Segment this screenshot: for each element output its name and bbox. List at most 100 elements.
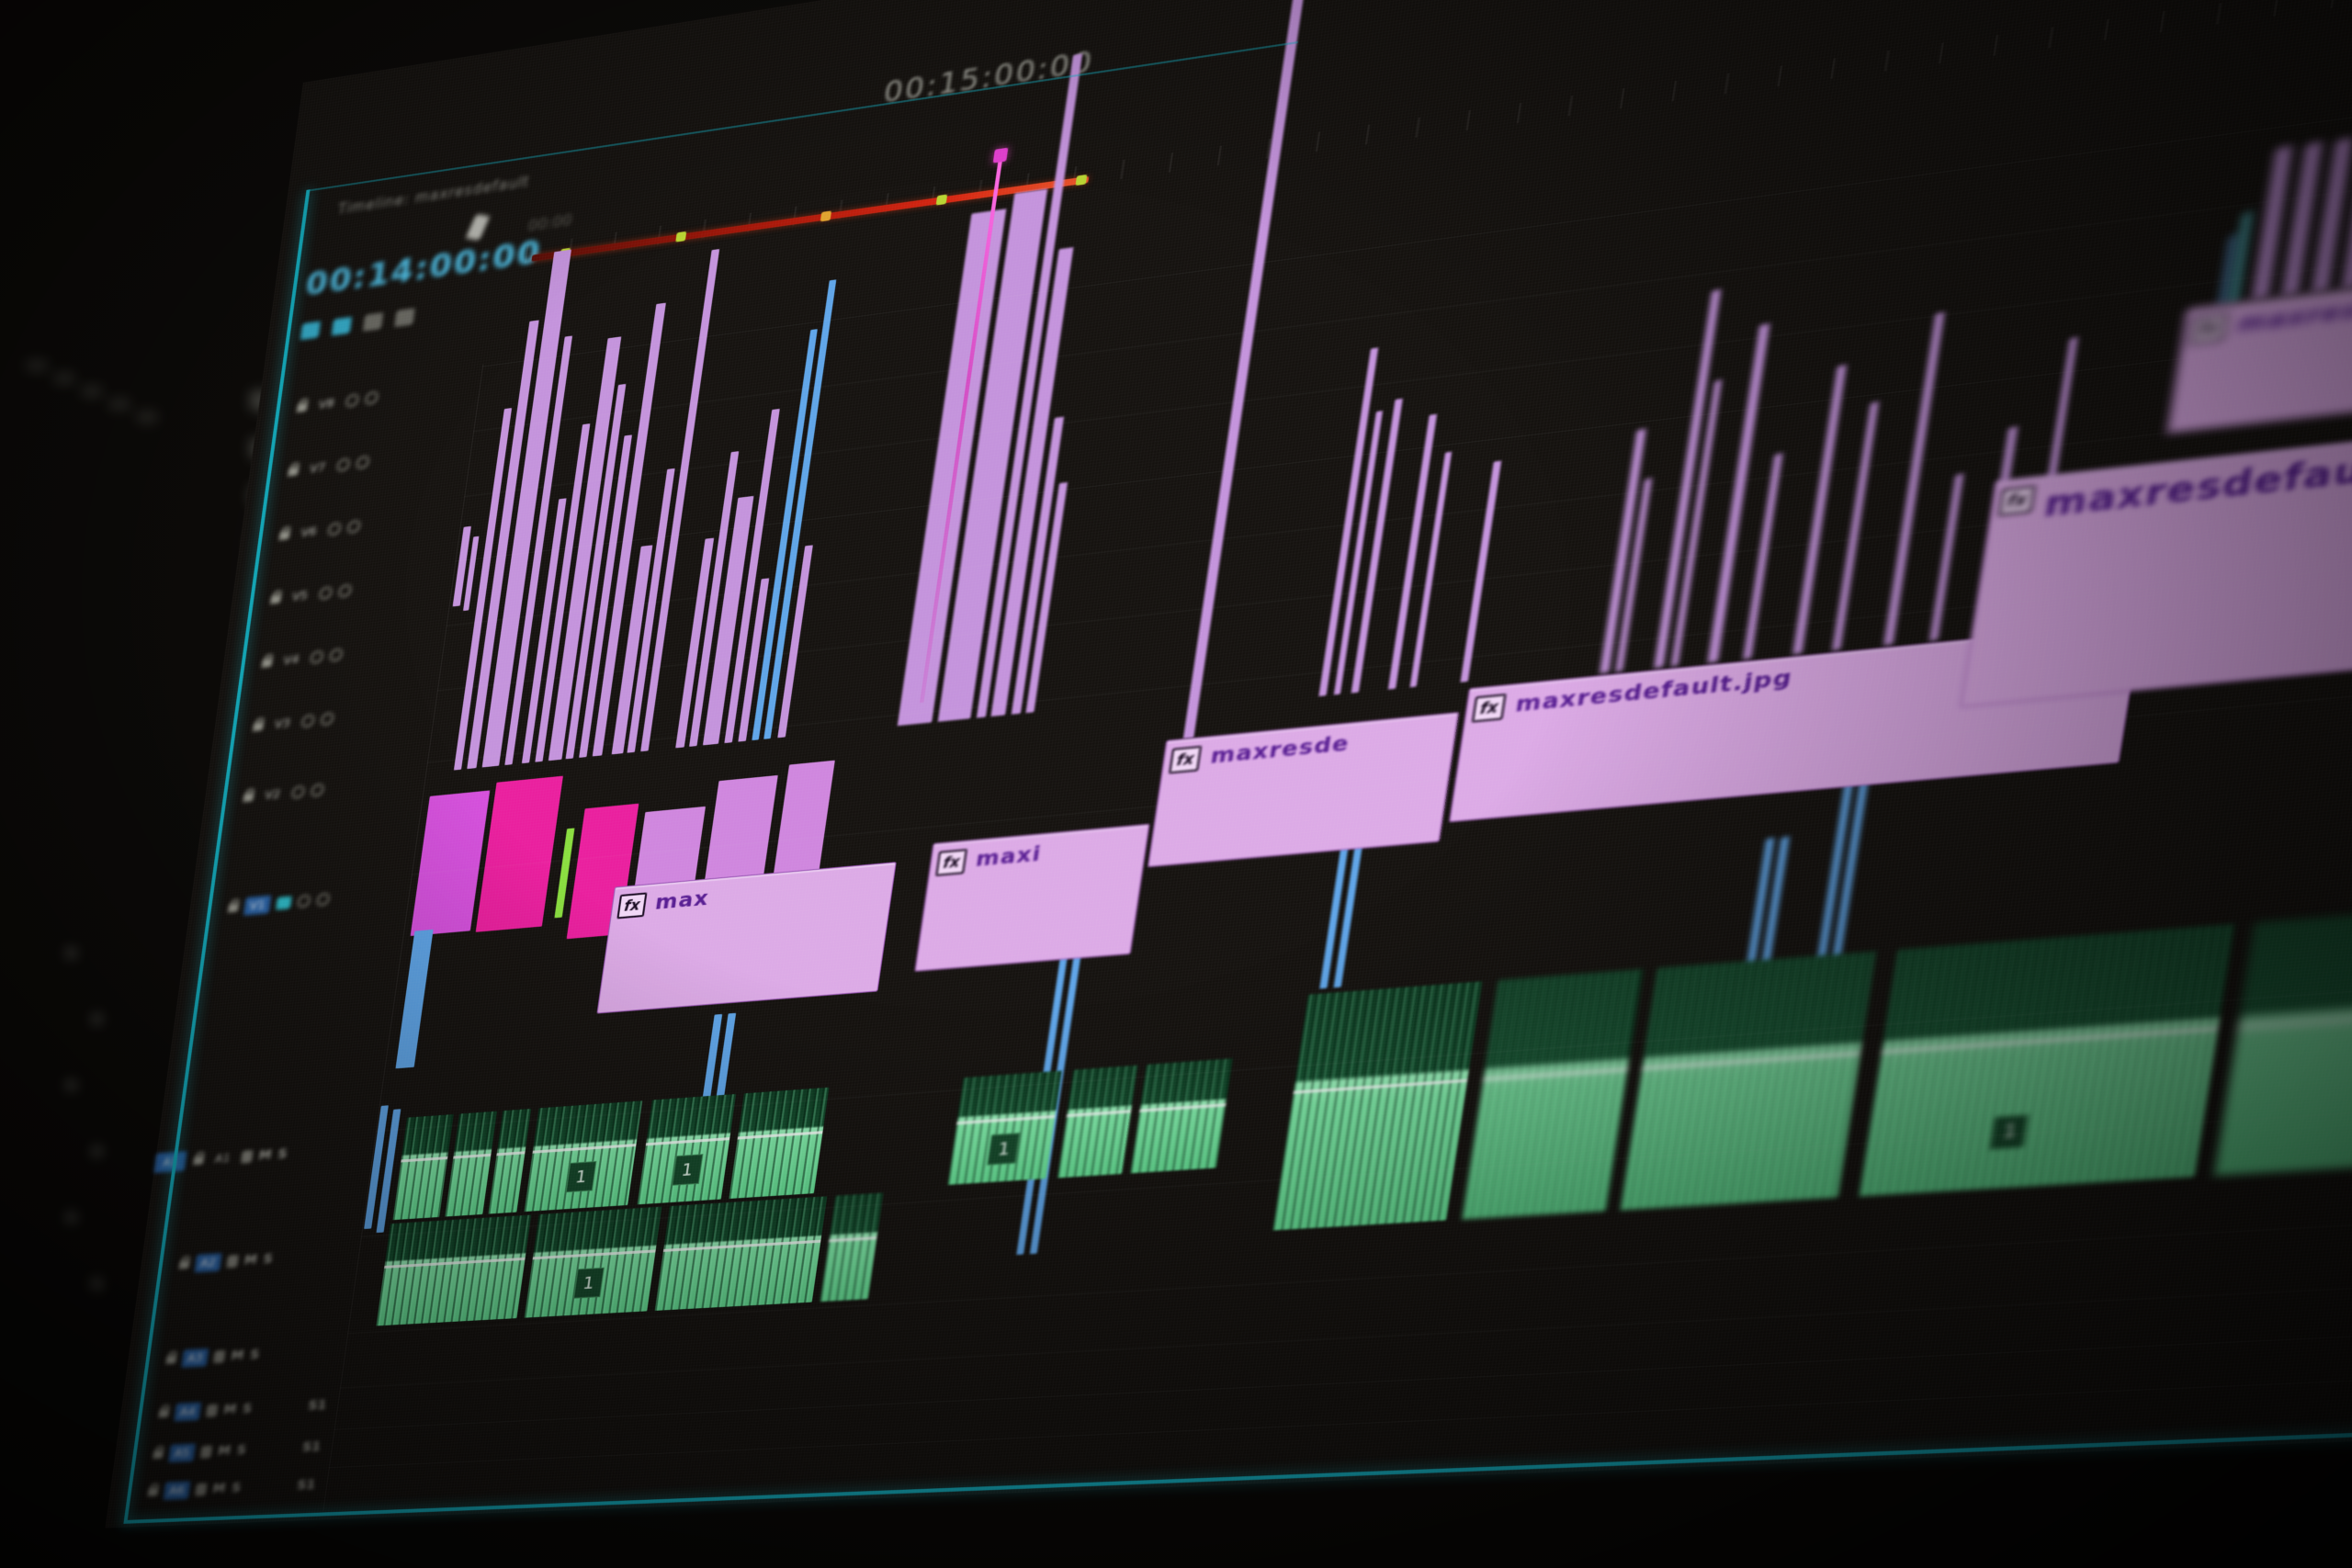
sync-lock-icon[interactable]	[240, 1150, 254, 1164]
fx-badge[interactable]: fx	[1997, 485, 2036, 516]
source-patch-badge[interactable]: A1	[153, 1151, 187, 1173]
snap-icon[interactable]	[300, 321, 322, 341]
video-clip-labeled[interactable]: fx maxresde	[1148, 712, 1460, 868]
track-name-badge[interactable]: V6	[300, 524, 318, 540]
video-clip[interactable]	[1460, 460, 1502, 682]
video-clip-labeled[interactable]: fx max	[596, 862, 897, 1014]
track-sync-toggle-icon[interactable]	[310, 783, 325, 797]
video-clip[interactable]	[773, 760, 835, 879]
track-lock-icon[interactable]	[165, 1355, 177, 1364]
sync-lock-icon[interactable]	[199, 1445, 213, 1459]
audio-clip[interactable]: 1	[524, 1206, 662, 1318]
audio-clip[interactable]	[1461, 968, 1644, 1220]
video-clip[interactable]	[1409, 451, 1453, 688]
track-sync-toggle-icon[interactable]	[320, 712, 335, 727]
audio-clip[interactable]: 1	[524, 1100, 643, 1213]
solo-button[interactable]: S	[235, 1442, 247, 1458]
track-sync-toggle-icon[interactable]	[355, 455, 370, 470]
timeline-settings-icon[interactable]	[394, 308, 415, 328]
source-patch-badge[interactable]	[140, 1256, 173, 1277]
fx-badge[interactable]: fx	[2188, 312, 2229, 345]
audio-clip[interactable]	[820, 1192, 884, 1303]
sync-lock-icon[interactable]	[205, 1404, 219, 1417]
audio-clip[interactable]: 1	[947, 1070, 1062, 1185]
track-lock-icon[interactable]	[227, 903, 240, 912]
solo-button[interactable]: S	[249, 1347, 261, 1363]
mute-button[interactable]: M	[217, 1443, 232, 1459]
track-output-toggle-icon[interactable]	[335, 457, 351, 472]
solo-button[interactable]: S	[277, 1146, 288, 1162]
sync-lock-icon[interactable]	[194, 1483, 208, 1496]
video-clip[interactable]	[1832, 401, 1879, 651]
track-lock-icon[interactable]	[253, 721, 265, 731]
source-patch-badge[interactable]	[248, 463, 282, 487]
source-patch-badge[interactable]	[221, 654, 254, 677]
video-clip-labeled[interactable]: fx maxresdefault.jpg	[1960, 389, 2352, 708]
track-name-badge[interactable]: A5	[168, 1443, 197, 1463]
source-patch-badge[interactable]	[239, 526, 273, 550]
solo-button[interactable]: S	[262, 1251, 274, 1268]
video-clip[interactable]	[475, 775, 563, 932]
track-name-badge[interactable]: A1	[213, 1151, 232, 1167]
source-patch-badge[interactable]	[108, 1483, 141, 1504]
audio-clip[interactable]	[1272, 981, 1483, 1231]
source-patch-badge[interactable]	[213, 717, 246, 740]
video-clip-labeled[interactable]: fx maxi	[914, 823, 1150, 972]
audio-clip[interactable]	[392, 1113, 454, 1221]
track-name-badge[interactable]: V3	[273, 716, 291, 732]
solo-button[interactable]: S	[231, 1480, 243, 1496]
sync-lock-icon[interactable]	[226, 1254, 239, 1269]
track-name-badge[interactable]: A2	[194, 1253, 222, 1273]
source-patch-badge[interactable]	[256, 399, 290, 423]
track-sync-toggle-icon[interactable]	[337, 583, 353, 599]
track-name-badge[interactable]: V2	[264, 786, 282, 803]
solo-button[interactable]: S	[241, 1401, 254, 1416]
track-lock-icon[interactable]	[243, 792, 254, 802]
wrench-icon[interactable]	[465, 213, 491, 241]
source-patch-badge[interactable]	[203, 788, 236, 811]
audio-clip[interactable]: 1	[2213, 890, 2352, 1176]
track-sync-toggle-icon[interactable]	[364, 390, 379, 406]
track-lock-icon[interactable]	[296, 402, 308, 412]
video-clip[interactable]	[395, 929, 434, 1069]
audio-clip[interactable]	[1620, 951, 1877, 1211]
track-output-toggle-icon[interactable]	[300, 714, 316, 728]
track-name-badge[interactable]: V5	[290, 588, 310, 604]
video-clip[interactable]	[1707, 323, 1770, 663]
track-lock-icon[interactable]	[193, 1156, 205, 1165]
track-output-toggle-icon[interactable]	[327, 522, 343, 536]
source-patch-badge[interactable]	[114, 1445, 147, 1466]
source-patch-badge[interactable]	[231, 591, 265, 615]
track-output-toggle-icon[interactable]	[309, 649, 324, 665]
track-name-badge[interactable]: V1	[243, 895, 272, 916]
track-lock-icon[interactable]	[278, 530, 290, 540]
mute-button[interactable]: M	[230, 1348, 245, 1364]
track-sync-toggle-icon[interactable]	[328, 648, 344, 662]
track-output-toggle-icon[interactable]	[345, 393, 360, 409]
track-lock-icon[interactable]	[178, 1259, 190, 1269]
video-clip[interactable]	[1929, 473, 1964, 641]
video-clip[interactable]	[763, 279, 837, 739]
track-snap-toggle-icon[interactable]	[275, 896, 292, 910]
fx-badge[interactable]: fx	[1471, 694, 1507, 723]
track-lock-icon[interactable]	[288, 466, 300, 477]
source-patch-badge[interactable]	[188, 899, 221, 922]
track-sync-toggle-icon[interactable]	[315, 892, 331, 907]
track-output-toggle-icon[interactable]	[318, 585, 334, 601]
linked-selection-icon[interactable]	[331, 316, 353, 336]
track-sync-toggle-icon[interactable]	[346, 519, 362, 535]
source-patch-badge[interactable]	[127, 1350, 160, 1371]
marker-icon[interactable]	[362, 312, 384, 332]
video-clip[interactable]	[1182, 0, 1309, 739]
track-name-badge[interactable]: A6	[163, 1481, 191, 1501]
source-patch-badge[interactable]	[119, 1404, 153, 1425]
audio-clip[interactable]: 1	[1858, 923, 2235, 1197]
track-lock-icon[interactable]	[153, 1450, 164, 1459]
track-name-badge[interactable]: V8	[317, 396, 335, 412]
track-output-toggle-icon[interactable]	[290, 784, 306, 799]
track-lock-icon[interactable]	[147, 1487, 159, 1496]
track-lock-icon[interactable]	[261, 658, 273, 668]
mute-button[interactable]: M	[211, 1481, 227, 1496]
sync-lock-icon[interactable]	[212, 1349, 226, 1364]
track-lock-icon[interactable]	[158, 1408, 170, 1417]
